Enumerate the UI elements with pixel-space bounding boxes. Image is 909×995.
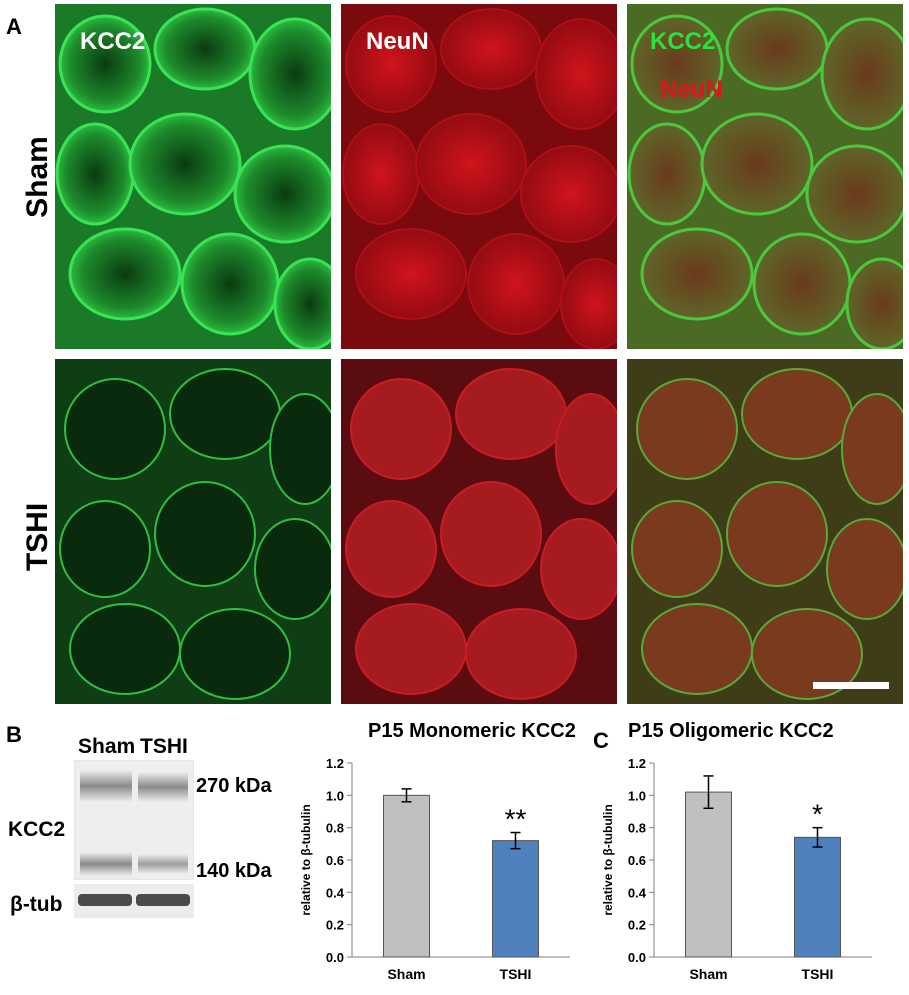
micrograph-tshi-kcc2 bbox=[55, 359, 331, 704]
marker-270: 270 kDa bbox=[196, 775, 272, 797]
micrograph-tshi-merge bbox=[627, 359, 903, 704]
micrograph-tshi-neun bbox=[341, 359, 617, 704]
chart-title-monomeric: P15 Monomeric KCC2 bbox=[368, 720, 576, 742]
scale-bar bbox=[813, 682, 889, 689]
y-tick-label: 0.0 bbox=[326, 950, 344, 965]
merge-label-neun: NeuN bbox=[660, 76, 723, 103]
y-tick-label: 1.0 bbox=[628, 788, 646, 803]
y-tick-label: 0.2 bbox=[628, 918, 646, 933]
marker-140: 140 kDa bbox=[196, 860, 272, 882]
category-label: TSHI bbox=[500, 966, 532, 982]
significance-marker: ** bbox=[505, 804, 527, 835]
blot-image-btub bbox=[74, 884, 194, 918]
y-tick-label: 0.6 bbox=[628, 853, 646, 868]
row-label-tshi: TSHI bbox=[21, 502, 54, 572]
bar-sham bbox=[383, 794, 430, 958]
blot-loading-label: β-tub bbox=[10, 893, 63, 916]
y-tick-label: 0.8 bbox=[628, 821, 646, 836]
blot-lane-sham: Sham bbox=[78, 735, 136, 758]
y-tick-label: 0.6 bbox=[326, 853, 344, 868]
y-tick-label: 0.8 bbox=[326, 821, 344, 836]
y-axis-label: relative to β-tubulin bbox=[299, 804, 313, 915]
panel-label-b: B bbox=[6, 722, 22, 747]
y-tick-label: 0.4 bbox=[628, 885, 647, 900]
y-tick-label: 1.2 bbox=[628, 756, 646, 771]
bar-tshi bbox=[492, 840, 539, 958]
chart-monomeric-svg: 0.0 0.2 0.4 0.6 0.8 1.0 1.2 relative to β-tubul… bbox=[299, 756, 570, 982]
significance-marker: * bbox=[812, 799, 823, 830]
category-label: Sham bbox=[689, 966, 727, 982]
category-label: Sham bbox=[387, 966, 425, 982]
blot-protein-label: KCC2 bbox=[8, 818, 66, 841]
channel-label-neun: NeuN bbox=[366, 28, 429, 55]
y-tick-label: 1.0 bbox=[326, 788, 344, 803]
chart-title-oligomeric: P15 Oligomeric KCC2 bbox=[628, 720, 834, 742]
y-tick-label: 1.2 bbox=[326, 756, 344, 771]
micrograph-sham-kcc2 bbox=[55, 4, 331, 349]
merge-label-kcc2: KCC2 bbox=[650, 28, 716, 55]
y-tick-label: 0.2 bbox=[326, 918, 344, 933]
micrograph-sham-merge bbox=[627, 4, 903, 349]
blot-image-kcc2 bbox=[73, 759, 195, 881]
micrograph-sham-neun bbox=[341, 4, 617, 349]
y-tick-label: 0.4 bbox=[326, 885, 345, 900]
row-label-sham: Sham bbox=[21, 136, 54, 218]
chart-oligomeric-svg: 0.0 0.2 0.4 0.6 0.8 1.0 1.2 relative to β-tubul… bbox=[601, 756, 872, 982]
panel-label-c: C bbox=[593, 728, 609, 753]
chart-monomeric: 0.0 0.2 0.4 0.6 0.8 1.0 1.2 relative to β-tubul… bbox=[290, 745, 590, 990]
bar-sham bbox=[685, 791, 732, 958]
category-label: TSHI bbox=[802, 966, 834, 982]
channel-label-kcc2: KCC2 bbox=[80, 28, 146, 55]
y-tick-label: 0.0 bbox=[628, 950, 646, 965]
y-axis-label: relative to β-tubulin bbox=[601, 804, 615, 915]
chart-oligomeric: 0.0 0.2 0.4 0.6 0.8 1.0 1.2 relative to β-tubul… bbox=[592, 745, 892, 990]
panel-label-a: A bbox=[6, 14, 22, 39]
bar-tshi bbox=[794, 836, 841, 958]
blot-lane-tshi: TSHI bbox=[140, 735, 188, 758]
